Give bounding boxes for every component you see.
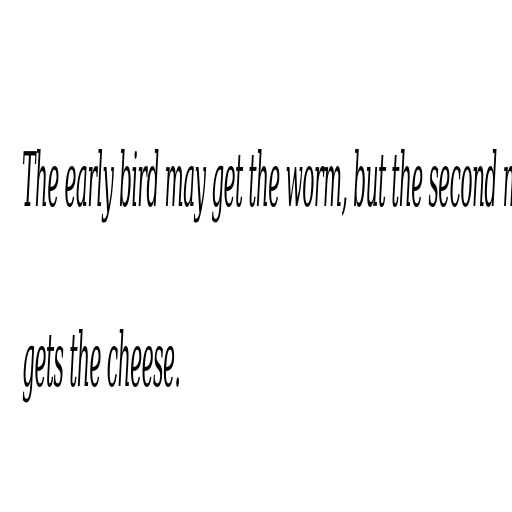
text-line-2: gets the cheese. — [22, 318, 181, 406]
text-line-1: The early bird may get the worm, but the… — [22, 138, 512, 226]
handwritten-text: The early bird may get the worm, but the… — [22, 62, 512, 462]
